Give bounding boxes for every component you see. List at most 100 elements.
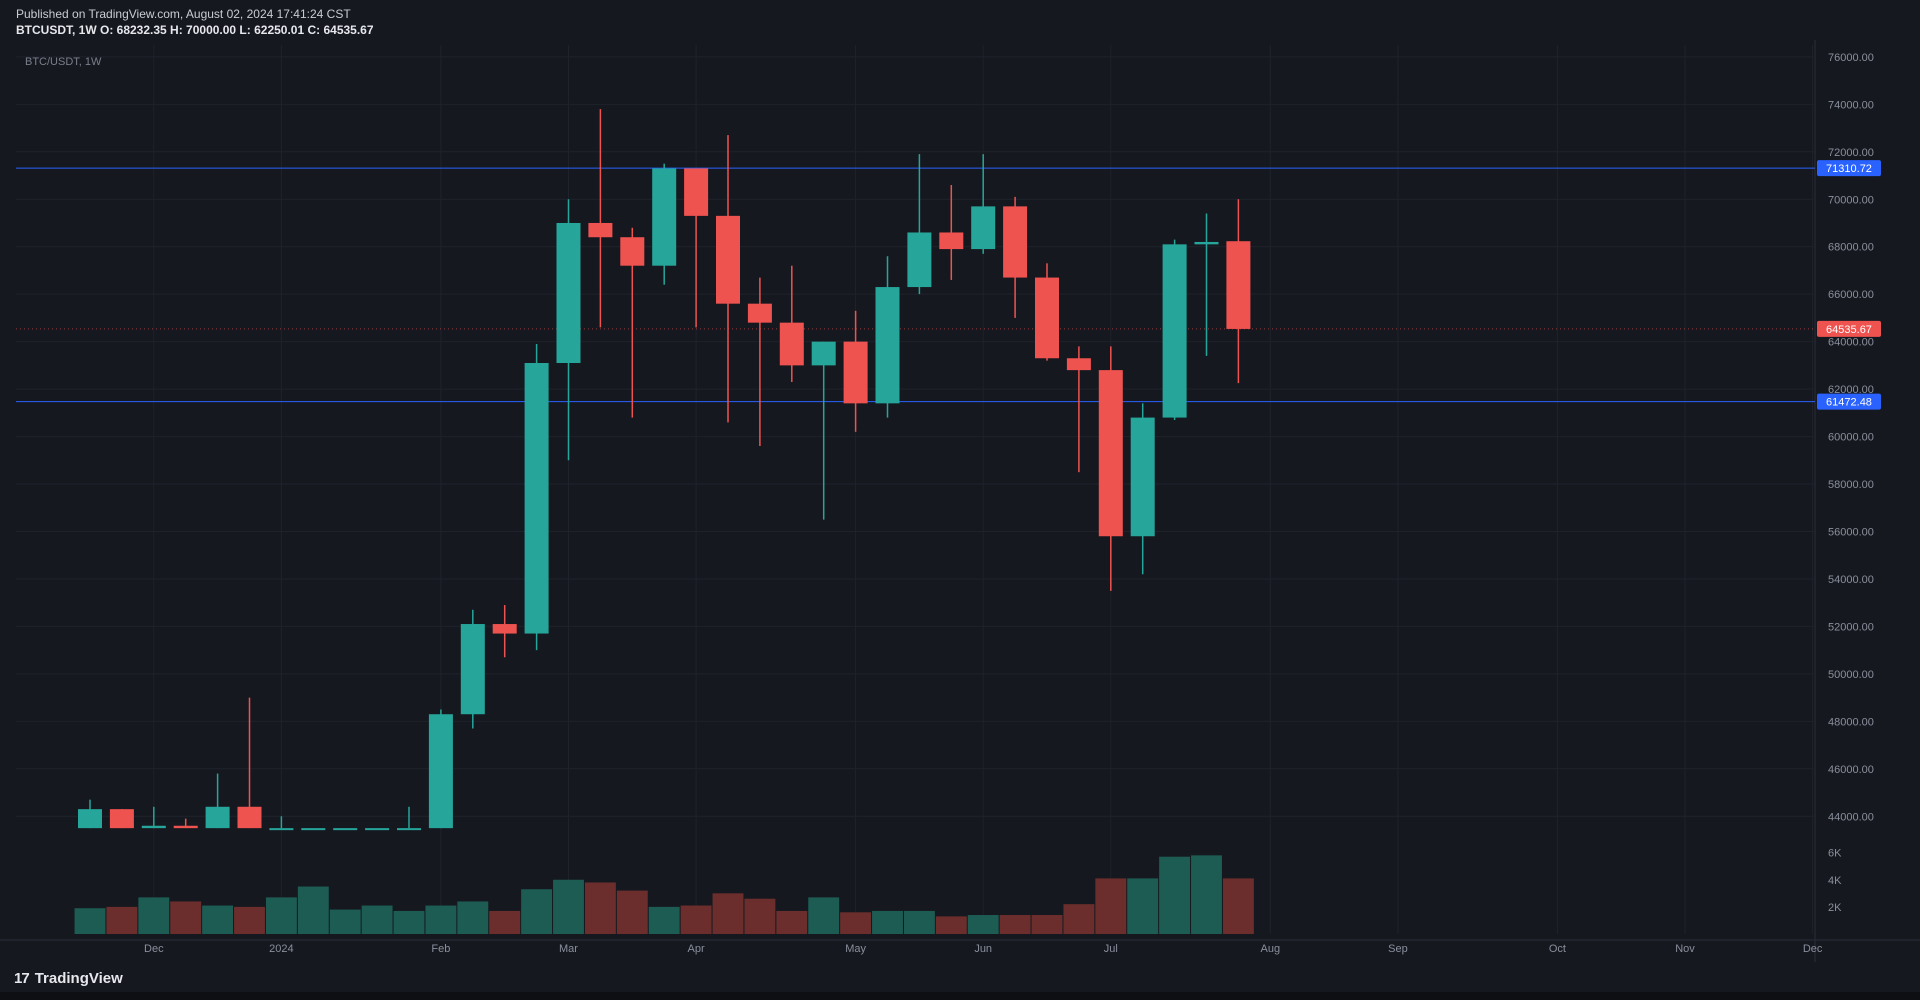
y-tick-label: 62000.00: [1828, 384, 1874, 396]
y-tick-label: 58000.00: [1828, 479, 1874, 491]
tradingview-footer: 17 TradingView: [14, 970, 123, 987]
candle-body: [588, 222, 613, 238]
y-tick-label: 46000.00: [1828, 764, 1874, 776]
volume-bar: [967, 915, 999, 934]
candle-body: [428, 714, 453, 829]
candle-body: [747, 303, 772, 323]
x-tick-label: Nov: [1675, 943, 1695, 955]
candle-body: [205, 806, 230, 829]
candle-body: [1003, 206, 1028, 278]
x-tick-label: Feb: [431, 943, 450, 955]
volume-bar: [648, 906, 680, 934]
y-tick-label: 50000.00: [1828, 669, 1874, 681]
y-tick-label: 68000.00: [1828, 242, 1874, 254]
last-price-tag: 64535.67: [1826, 324, 1872, 336]
y-tick-label: 52000.00: [1828, 621, 1874, 633]
volume-bar: [1127, 878, 1159, 934]
candle-body: [1194, 241, 1219, 245]
chart-title: BTC/USDT, 1W: [25, 56, 102, 68]
y-tick-label: 72000.00: [1828, 147, 1874, 159]
candle-body: [556, 222, 581, 363]
candle-body: [939, 232, 964, 250]
chart-header: Published on TradingView.com, August 02,…: [16, 6, 374, 38]
volume-bar: [1095, 878, 1127, 934]
candle-body: [684, 168, 709, 216]
level-price-tag-bg: [1817, 160, 1881, 177]
candle-body: [843, 341, 868, 404]
x-tick-label: Dec: [1803, 943, 1823, 955]
volume-bar: [265, 897, 297, 934]
volume-bar: [744, 898, 776, 934]
candle-body: [1066, 358, 1091, 371]
volume-tick-label: 2K: [1828, 902, 1842, 914]
volume-bar: [521, 889, 553, 934]
y-tick-label: 64000.00: [1828, 337, 1874, 349]
candle-body: [907, 232, 932, 288]
volume-bar: [202, 905, 234, 934]
x-tick-label: 2024: [269, 943, 293, 955]
volume-bar: [106, 906, 138, 934]
volume-tick-label: 4K: [1828, 875, 1842, 887]
y-tick-label: 74000.00: [1828, 99, 1874, 111]
last-price-tag-bg: [1817, 320, 1881, 337]
candle-body: [173, 825, 198, 829]
candle-body: [971, 206, 996, 250]
published-note: Published on TradingView.com, August 02,…: [16, 7, 351, 21]
tradingview-brand: TradingView: [34, 970, 123, 987]
volume-bar: [712, 893, 744, 934]
volume-bar: [170, 901, 202, 934]
volume-bar: [903, 910, 935, 934]
y-tick-label: 44000.00: [1828, 811, 1874, 823]
plot-background: [0, 36, 1920, 966]
volume-bar: [616, 890, 648, 934]
candle-body: [460, 624, 485, 715]
y-tick-label: 66000.00: [1828, 289, 1874, 301]
volume-bar: [1222, 878, 1254, 934]
candle-body: [78, 809, 102, 829]
candle-body: [1098, 370, 1123, 537]
volume-bar: [1031, 915, 1063, 934]
candle-body: [301, 828, 326, 831]
candle-body: [397, 828, 421, 831]
volume-bar: [234, 906, 265, 934]
candle-body: [141, 825, 166, 829]
volume-bar: [1191, 855, 1222, 934]
volume-bar: [935, 916, 967, 934]
volume-bar: [329, 909, 361, 934]
volume-bar: [74, 908, 106, 934]
x-tick-label: Sep: [1388, 943, 1408, 955]
candle-body: [109, 809, 134, 829]
candle-body: [365, 828, 390, 831]
volume-bar: [553, 879, 584, 934]
volume-bar: [872, 910, 903, 934]
candle-body: [237, 806, 262, 829]
bottom-strip: [0, 992, 1920, 1000]
volume-bar: [776, 910, 808, 934]
candle-body: [811, 341, 836, 366]
candle-body: [652, 168, 677, 266]
y-tick-label: 70000.00: [1828, 194, 1874, 206]
candle-body: [620, 237, 645, 266]
candle-body: [1130, 417, 1155, 537]
x-tick-label: Jun: [974, 943, 992, 955]
volume-bar: [425, 905, 457, 934]
price-axis-background: [1816, 36, 1920, 966]
volume-bar: [138, 897, 170, 934]
x-tick-label: May: [845, 943, 866, 955]
candle-body: [333, 828, 358, 831]
volume-bar: [361, 905, 393, 934]
y-tick-label: 48000.00: [1828, 716, 1874, 728]
volume-bar: [584, 882, 616, 934]
tradingview-logo-icon: 17: [14, 970, 30, 987]
candle-body: [1226, 241, 1251, 329]
volume-bar: [1159, 856, 1191, 934]
volume-bar: [999, 915, 1031, 934]
y-tick-label: 54000.00: [1828, 574, 1874, 586]
candle-body: [1035, 277, 1059, 359]
candle-body: [1162, 244, 1187, 418]
level-price-tag: 71310.72: [1826, 163, 1872, 175]
x-tick-label: Mar: [559, 943, 578, 955]
y-tick-label: 76000.00: [1828, 52, 1874, 64]
volume-bar: [840, 912, 872, 934]
